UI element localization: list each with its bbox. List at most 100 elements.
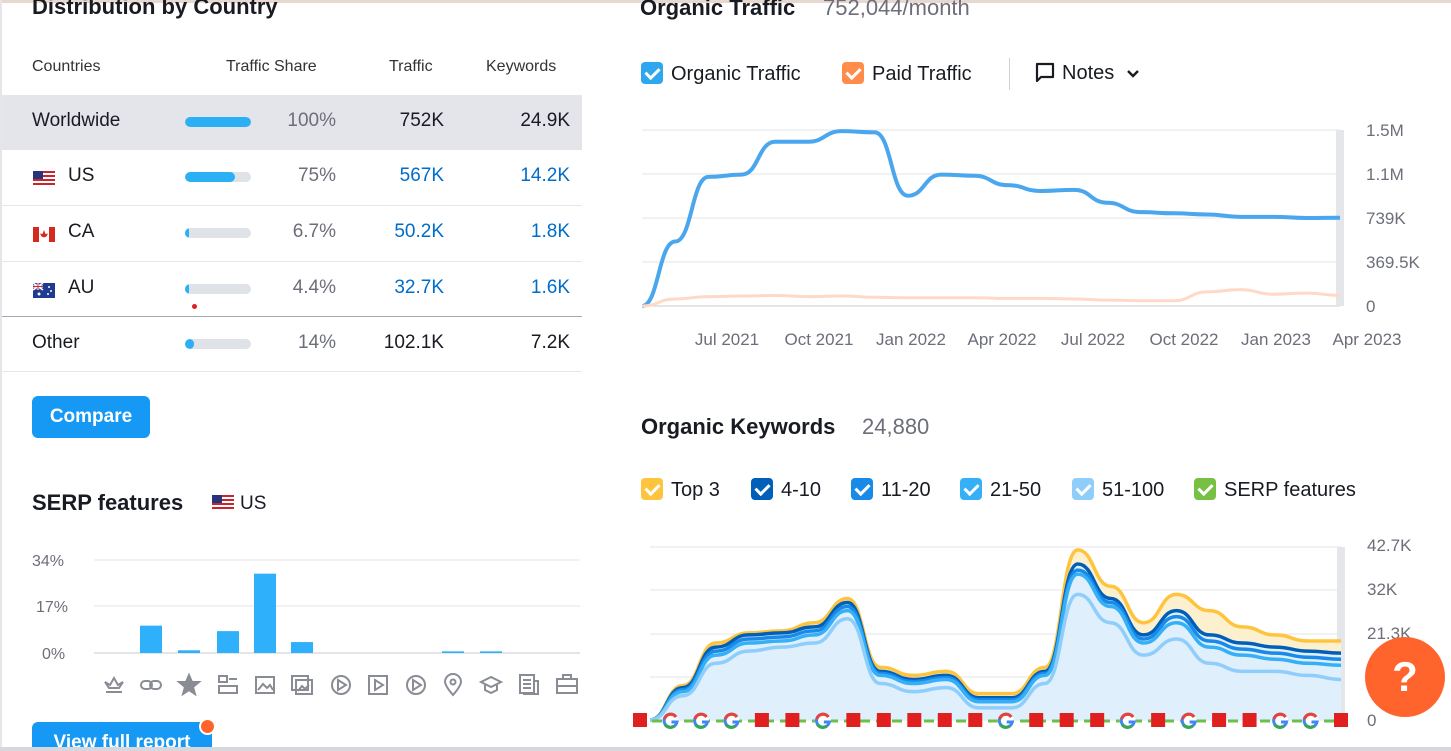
compare-button[interactable]: Compare [32, 396, 150, 438]
serp-bar-people-also-ask[interactable] [480, 651, 502, 653]
serp-region-selector[interactable]: US [212, 493, 266, 515]
video-icon[interactable] [331, 675, 351, 695]
traffic-link[interactable]: 50.2K [394, 221, 444, 242]
google-update-icon[interactable] [662, 712, 679, 729]
header-traffic[interactable]: Traffic [389, 58, 433, 75]
top-stories-icon[interactable] [218, 675, 238, 694]
graduation-cap-icon[interactable] [478, 675, 504, 695]
help-button[interactable]: ? [1365, 637, 1445, 717]
series-line-21-50[interactable] [649, 572, 1342, 722]
view-full-report-button[interactable]: View full report [32, 722, 212, 751]
serp-bar-local-pack[interactable] [442, 651, 464, 653]
event-flag-icon[interactable] [1090, 713, 1105, 727]
checkbox-checked-icon[interactable] [751, 478, 773, 500]
legend-organic-traffic[interactable]: Organic Traffic [641, 62, 801, 86]
google-update-icon[interactable] [692, 712, 710, 729]
event-flag-icon[interactable] [968, 713, 983, 727]
event-flag-icon[interactable] [754, 713, 769, 727]
google-g-glyph [998, 712, 1013, 720]
chart-scroll-handle[interactable] [1337, 547, 1345, 720]
event-flag-icon[interactable] [633, 713, 647, 727]
checkbox-checked-icon[interactable] [851, 478, 873, 500]
google-update-icon[interactable] [1180, 712, 1197, 729]
header-traffic-share[interactable]: Traffic Share [226, 58, 317, 75]
series-line-51-100[interactable] [649, 592, 1342, 722]
header-keywords[interactable]: Keywords [486, 58, 557, 75]
distribution-title: Distribution by Country [32, 0, 278, 19]
legend-51-100[interactable]: 51-100 [1072, 478, 1164, 502]
jobs-briefcase-icon[interactable] [556, 674, 578, 694]
legend-21-50[interactable]: 21-50 [960, 478, 1041, 502]
checkbox-checked-icon[interactable] [1072, 478, 1094, 500]
google-g-glyph [663, 712, 678, 720]
serp-bar-sitelinks[interactable] [140, 625, 162, 653]
series-line-organic-traffic[interactable] [641, 129, 1341, 308]
series-line-11-20[interactable] [649, 568, 1342, 722]
featured-snippet-icon[interactable] [104, 675, 124, 693]
keywords-link[interactable]: 1.6K [530, 277, 570, 298]
serp-region-label: US [240, 493, 267, 514]
notes-dropdown[interactable]: Notes [1034, 61, 1140, 85]
event-flag-icon[interactable] [1242, 713, 1257, 727]
y-tick-label: 17% [36, 599, 68, 616]
checkbox-checked-icon[interactable] [960, 478, 982, 500]
left-panel: Distribution by Country Countries Traffi… [2, 0, 582, 751]
bottom-frame-edge [0, 747, 1451, 751]
event-flag-icon[interactable] [785, 713, 800, 727]
serp-bar-reviews[interactable] [178, 650, 200, 653]
google-update-icon[interactable] [1119, 712, 1137, 729]
star-icon[interactable] [176, 672, 202, 697]
country-row-us[interactable]: US 75% 567K 14.2K [2, 150, 582, 205]
keywords-link[interactable]: 1.8K [530, 221, 570, 242]
series-line-4-10[interactable] [649, 562, 1342, 722]
serp-bar-image[interactable] [254, 573, 276, 653]
event-flag-icon[interactable] [876, 713, 891, 727]
country-row-au[interactable]: AU 4.4% 32.7K 1.6K [2, 261, 582, 316]
event-flag-icon[interactable] [1059, 713, 1074, 727]
link-icon[interactable] [140, 680, 162, 690]
image-pack-icon[interactable] [291, 675, 313, 695]
series-line-paid-traffic[interactable] [641, 288, 1341, 308]
google-update-icon[interactable] [814, 712, 832, 729]
y-axis-label: 0 [1366, 297, 1375, 316]
google-g-glyph [1273, 723, 1285, 729]
traffic-share-value: 100% [287, 110, 336, 131]
video-carousel-icon[interactable] [368, 675, 388, 695]
event-flag-icon[interactable] [1029, 713, 1044, 727]
event-flag-icon[interactable] [937, 713, 952, 727]
series-line-Top 3[interactable] [649, 548, 1341, 722]
event-flag-icon[interactable] [846, 713, 861, 727]
traffic-share-bar [185, 284, 251, 294]
google-update-icon[interactable] [997, 712, 1015, 729]
country-row-ca[interactable]: CA 6.7% 50.2K 1.8K [2, 205, 582, 260]
legend-4-10[interactable]: 4-10 [751, 478, 821, 502]
serp-bar-top-stories[interactable] [217, 631, 239, 653]
country-row-worldwide[interactable]: Worldwide 100% 752K 24.9K [2, 95, 582, 150]
event-flag-icon[interactable] [1334, 713, 1348, 727]
legend-label: SERP features [1224, 479, 1356, 501]
legend-serp-features[interactable]: SERP features [1194, 478, 1356, 502]
event-flag-icon[interactable] [1151, 713, 1166, 727]
google-g-glyph [724, 723, 737, 729]
event-flag-icon[interactable] [1212, 713, 1227, 727]
local-pack-pin-icon[interactable] [443, 673, 463, 697]
image-icon[interactable] [255, 676, 275, 694]
google-update-icon[interactable] [723, 712, 740, 729]
checkbox-checked-icon[interactable] [1194, 478, 1216, 500]
legend-paid-traffic[interactable]: Paid Traffic [842, 62, 972, 86]
google-update-icon[interactable] [1272, 712, 1289, 729]
event-flag-icon[interactable] [907, 713, 922, 727]
google-update-icon[interactable] [1302, 712, 1319, 729]
legend-top-3[interactable]: Top 3 [641, 478, 720, 502]
news-icon[interactable] [519, 674, 539, 695]
traffic-link[interactable]: 32.7K [394, 277, 444, 298]
google-g-glyph [815, 712, 830, 720]
traffic-link[interactable]: 567K [399, 165, 444, 186]
serp-bar-image-pack[interactable] [291, 642, 313, 653]
legend-11-20[interactable]: 11-20 [851, 478, 931, 502]
keywords-link[interactable]: 14.2K [520, 165, 570, 186]
checkbox-checked-icon[interactable] [842, 62, 864, 84]
checkbox-checked-icon[interactable] [641, 478, 663, 500]
video-play-icon[interactable] [406, 675, 426, 695]
checkbox-checked-icon[interactable] [641, 62, 663, 84]
